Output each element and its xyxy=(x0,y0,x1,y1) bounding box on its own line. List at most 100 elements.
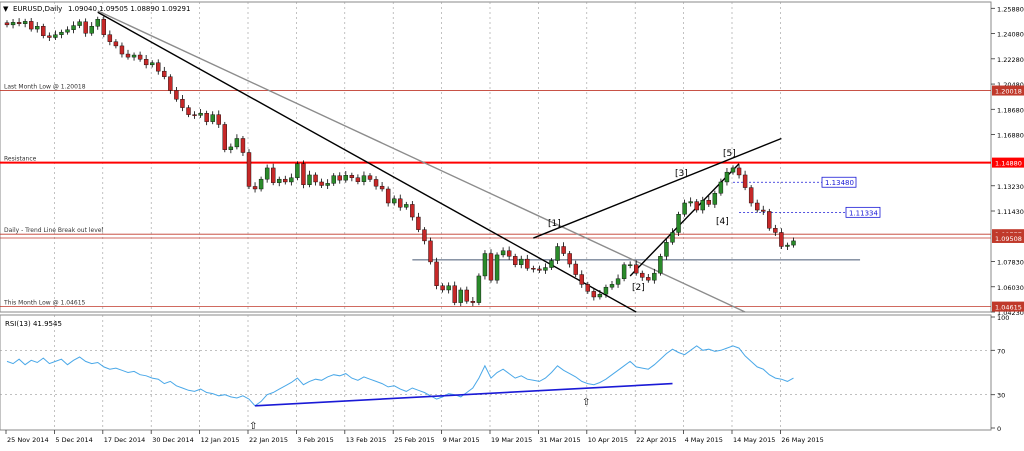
candle-body xyxy=(301,163,306,185)
level-label: Daily - Trend Line Break out level xyxy=(4,227,103,234)
candle-body xyxy=(240,138,246,153)
candle-body xyxy=(216,114,221,125)
candle-body xyxy=(361,175,367,182)
candle-body xyxy=(77,21,82,26)
candle-body xyxy=(676,214,681,233)
candle-body xyxy=(567,253,572,265)
candle-body xyxy=(736,167,742,176)
wave-label: [3] xyxy=(675,169,688,179)
price-tag xyxy=(992,85,1024,96)
candle-body xyxy=(494,254,500,281)
price-tag-label: 1.09508 xyxy=(995,235,1022,243)
price-tag xyxy=(992,232,1024,243)
candle-body xyxy=(349,175,355,178)
rsi-y-tick-label: 70 xyxy=(997,347,1005,355)
x-tick-label: 19 Mar 2015 xyxy=(491,436,532,444)
candle-body xyxy=(730,167,736,173)
candle-body xyxy=(543,267,548,271)
candle-body xyxy=(107,34,113,42)
wave-channel-upper xyxy=(533,137,782,239)
candle-body xyxy=(4,22,10,26)
rsi-line xyxy=(6,345,794,407)
callout-box xyxy=(821,176,857,188)
x-tick-label: 13 Feb 2015 xyxy=(346,436,386,444)
candle-body xyxy=(307,174,312,185)
callout-price: 1.13480 xyxy=(825,179,854,187)
annotations: [1] [2] [3] [4] [5] xyxy=(548,149,736,293)
candle-body xyxy=(95,19,100,27)
candle-body xyxy=(519,258,524,265)
candle-body xyxy=(627,264,633,266)
y-tick-label: 1.16880 xyxy=(997,132,1024,140)
candle-body xyxy=(162,70,167,77)
rsi-trendline xyxy=(255,382,673,407)
candle-body xyxy=(325,183,330,186)
candle-body xyxy=(452,285,457,303)
candle-body xyxy=(373,179,379,187)
candle-body xyxy=(742,174,748,188)
price-tag-label: 1.04615 xyxy=(995,304,1022,312)
candle-body xyxy=(186,107,191,115)
x-tick-label: 12 Jan 2015 xyxy=(201,436,240,444)
candle-body xyxy=(724,171,730,183)
x-tick-label: 25 Nov 2014 xyxy=(7,436,49,444)
candle-body xyxy=(748,187,754,204)
candle-body xyxy=(174,90,179,100)
downtrend-line xyxy=(97,11,637,313)
candle-body xyxy=(446,285,451,291)
candle-body xyxy=(198,113,203,116)
y-tick-label: 1.07830 xyxy=(997,259,1024,267)
candle-body xyxy=(331,175,336,184)
candle-body xyxy=(53,34,58,38)
candle-body xyxy=(168,76,173,91)
candle-body xyxy=(591,291,597,298)
level-label: Resistance xyxy=(4,156,37,163)
candle-body xyxy=(264,167,270,180)
candle-body xyxy=(422,229,427,242)
x-tick-label: 26 May 2015 xyxy=(781,436,823,444)
candle-body xyxy=(119,45,125,55)
candle-body xyxy=(791,240,796,246)
candle-body xyxy=(137,54,143,60)
x-tick-label: 10 Apr 2015 xyxy=(588,436,628,444)
candle-body xyxy=(210,114,215,122)
candle-body xyxy=(670,232,675,243)
callout-price: 1.11334 xyxy=(849,209,878,217)
y-tick-label: 1.25880 xyxy=(997,5,1024,13)
candle-body xyxy=(470,300,476,303)
candle-body xyxy=(89,26,94,34)
candle-body xyxy=(434,261,439,286)
rsi-y-tick-label: 0 xyxy=(997,425,1001,433)
candle-body xyxy=(131,54,137,58)
x-tick-label: 3 Feb 2015 xyxy=(297,436,333,444)
menu-triangle-down-icon[interactable]: ▼ xyxy=(3,5,9,13)
candle-body xyxy=(319,181,324,186)
candle-body xyxy=(410,204,415,218)
rsi-y-tick-label: 30 xyxy=(997,392,1005,400)
candle-body xyxy=(688,201,693,204)
candle-body xyxy=(367,175,373,180)
candle-body xyxy=(597,293,603,298)
candle-body xyxy=(779,232,784,247)
candle-body xyxy=(47,35,52,38)
candle-body xyxy=(222,124,228,150)
candle-body xyxy=(482,253,488,277)
candle-body xyxy=(464,289,469,302)
candle-body xyxy=(22,21,28,24)
candle-body xyxy=(83,21,88,34)
candle-body xyxy=(476,275,482,303)
candle-body xyxy=(615,278,621,285)
candle-body xyxy=(337,175,342,181)
candle-body xyxy=(773,228,778,233)
candle-body xyxy=(488,253,494,281)
candle-body xyxy=(634,264,639,274)
candle-body xyxy=(609,284,615,288)
price-axis: 1.25880 1.24080 1.22280 1.20480 1.18680 1.168… xyxy=(991,5,1024,433)
candle-body xyxy=(652,272,657,281)
y-tick-label: 1.13230 xyxy=(997,183,1024,191)
y-tick-label: 1.20480 xyxy=(997,81,1024,89)
rsi-y-tick-label: 100 xyxy=(997,314,1009,322)
candle-body xyxy=(640,272,645,278)
